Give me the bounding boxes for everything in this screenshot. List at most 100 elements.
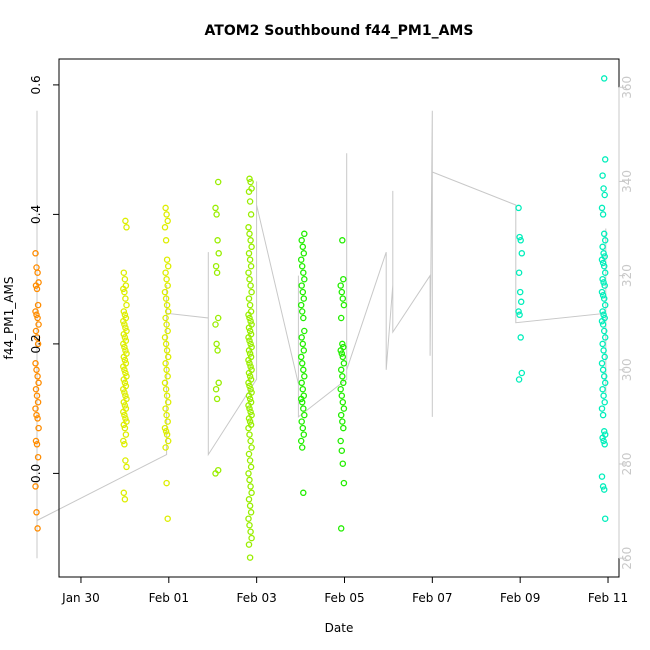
series-4 <box>245 175 255 561</box>
data-point <box>601 191 608 199</box>
data-point <box>121 343 128 351</box>
data-point <box>163 301 171 309</box>
data-point <box>162 405 169 412</box>
data-point <box>516 233 523 241</box>
data-point <box>246 256 254 263</box>
data-point <box>298 237 305 244</box>
data-point <box>338 350 346 357</box>
data-point <box>337 411 345 419</box>
data-point <box>515 269 523 276</box>
data-point <box>516 288 524 296</box>
x-tick-label: Feb 11 <box>588 591 628 605</box>
data-point <box>246 275 253 283</box>
data-point <box>34 269 41 276</box>
data-point <box>600 262 608 270</box>
x-tick-label: Jan 30 <box>61 591 100 605</box>
data-point <box>34 301 42 309</box>
data-point <box>246 521 253 529</box>
data-point <box>247 509 255 516</box>
data-point <box>299 243 307 251</box>
data-point <box>598 204 606 212</box>
data-point <box>337 314 345 322</box>
data-point <box>163 431 171 438</box>
data-point <box>340 360 348 367</box>
data-point <box>600 75 608 82</box>
data-point <box>601 379 609 387</box>
data-point <box>120 269 128 276</box>
data-point <box>163 211 170 218</box>
y2-tick-label: 320 <box>620 264 634 287</box>
data-point <box>246 502 254 510</box>
data-point <box>122 415 129 422</box>
data-point <box>337 366 345 374</box>
series-0 <box>32 250 42 532</box>
data-point <box>34 373 41 380</box>
data-point <box>298 262 306 270</box>
x-tick-label: Feb 01 <box>149 591 189 605</box>
data-point <box>339 295 347 302</box>
data-point <box>33 334 41 341</box>
data-point <box>121 321 128 328</box>
data-point <box>599 411 607 419</box>
data-point <box>245 402 252 409</box>
y2-tick-label: 300 <box>620 358 634 381</box>
data-point <box>298 379 305 387</box>
data-point <box>248 444 255 451</box>
data-point <box>34 340 42 348</box>
data-point <box>33 285 41 293</box>
data-point <box>245 450 253 458</box>
data-point <box>515 308 522 315</box>
data-point <box>162 360 169 367</box>
x-tick-label: Feb 09 <box>500 591 540 605</box>
data-point <box>34 453 42 461</box>
data-point <box>162 314 169 322</box>
data-point <box>246 382 253 390</box>
data-point <box>163 479 170 487</box>
data-point <box>164 327 171 335</box>
data-point <box>340 424 347 432</box>
data-point <box>340 379 347 387</box>
data-point <box>246 373 254 380</box>
data-point <box>32 360 39 367</box>
data-point <box>340 405 348 412</box>
data-point <box>339 418 346 425</box>
data-point <box>599 292 607 299</box>
data-point <box>121 411 128 419</box>
data-point <box>246 350 254 357</box>
data-point <box>164 308 172 315</box>
y-axis: 0.0 0.2 0.4 0.6 <box>29 75 60 483</box>
data-point <box>245 347 253 354</box>
data-point <box>121 389 128 396</box>
data-point <box>518 250 526 257</box>
y-tick-label: 0.0 <box>29 464 43 483</box>
data-point <box>301 230 308 238</box>
data-point <box>598 405 606 412</box>
data-point <box>600 486 608 493</box>
data-points-layer <box>32 75 609 561</box>
data-point <box>213 211 220 218</box>
data-point <box>120 308 128 315</box>
data-point <box>162 237 170 244</box>
data-point <box>299 424 307 432</box>
data-point <box>601 441 608 448</box>
chart-title: ATOM2 Southbound f44_PM1_AMS <box>205 23 474 39</box>
data-point <box>300 269 307 276</box>
x-axis-label: Date <box>325 621 354 635</box>
data-point <box>32 437 40 445</box>
data-point <box>300 347 308 354</box>
data-point <box>247 385 254 393</box>
data-point <box>246 360 253 367</box>
data-point <box>35 321 42 328</box>
data-point <box>297 395 305 403</box>
data-point <box>298 334 305 341</box>
data-point <box>600 437 607 445</box>
data-point <box>33 509 40 516</box>
x-axis: Jan 30 Feb 01 Feb 03 Feb 05 Feb 07 Feb 09 Feb … <box>61 576 628 605</box>
data-point <box>599 259 607 267</box>
data-point <box>248 288 255 296</box>
data-point <box>599 321 607 328</box>
data-point <box>245 356 252 364</box>
data-point <box>601 282 608 289</box>
data-point <box>297 301 305 309</box>
data-point <box>300 489 307 497</box>
